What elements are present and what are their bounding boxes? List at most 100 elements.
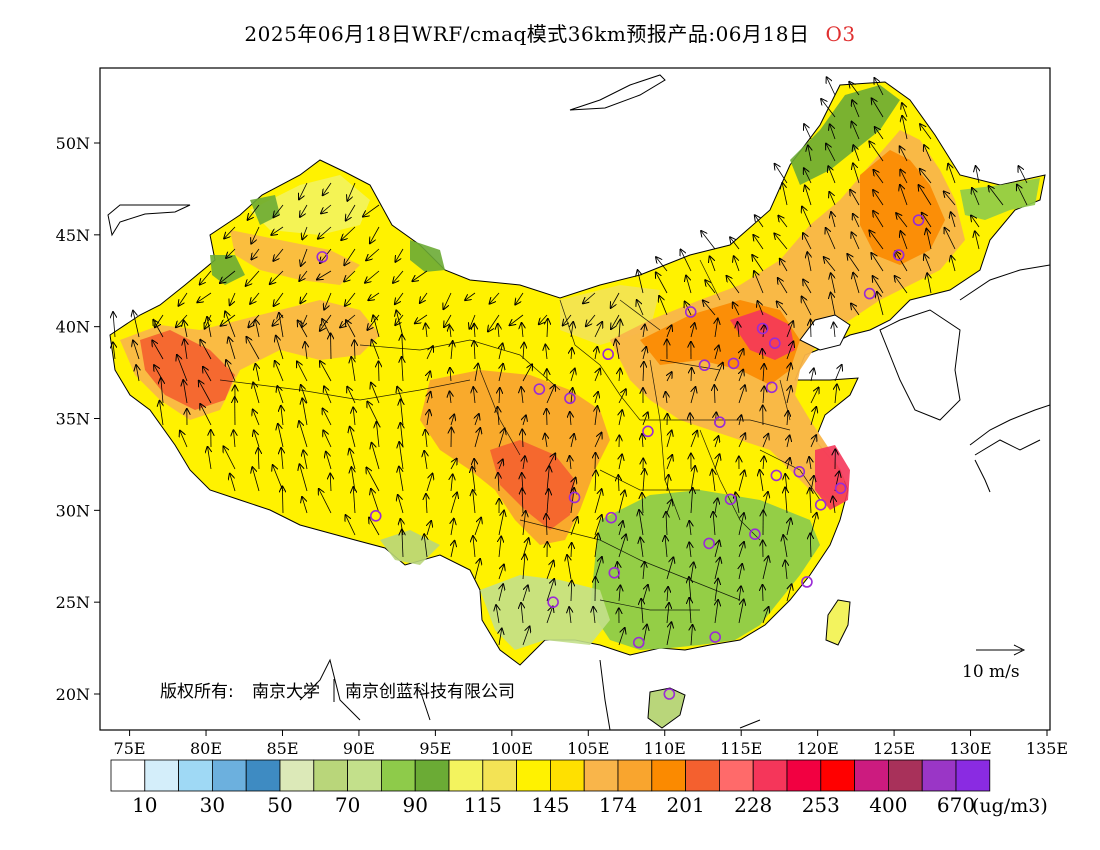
station-marker bbox=[769, 337, 781, 349]
title-text: 2025年06月18日WRF/cmaq模式36km预报产品:06月18日 bbox=[244, 22, 810, 46]
wind-arrow bbox=[802, 297, 812, 316]
wind-arrow bbox=[571, 581, 572, 602]
colorbar-swatch bbox=[786, 759, 822, 792]
wind-arrow bbox=[922, 213, 932, 228]
wind-arrow bbox=[586, 314, 596, 326]
copyright-org1: 南京大学 bbox=[252, 682, 320, 702]
wind-arrow bbox=[643, 362, 644, 382]
wind-arrow bbox=[896, 213, 908, 228]
wind-arrow bbox=[223, 446, 236, 470]
wind-arrow bbox=[777, 301, 788, 316]
colorbar-swatch bbox=[651, 759, 686, 792]
wind-arrow bbox=[715, 541, 719, 558]
wind-arrow bbox=[450, 391, 451, 404]
wind-arrow bbox=[976, 166, 979, 184]
wind-arrow bbox=[547, 466, 549, 492]
wind-arrow bbox=[522, 364, 532, 382]
wind-arrow bbox=[226, 248, 236, 258]
wind-arrow bbox=[546, 607, 553, 624]
coastline-japan bbox=[959, 264, 1050, 493]
wind-arrow bbox=[488, 314, 500, 331]
station-marker bbox=[663, 688, 676, 700]
x-tick-label: 135E bbox=[1026, 739, 1068, 758]
wind-arrow bbox=[666, 512, 667, 536]
colorbar-label: 253 bbox=[802, 793, 840, 817]
wind-arrow bbox=[398, 495, 404, 514]
wind-arrow bbox=[510, 314, 524, 325]
wind-arrow bbox=[619, 585, 620, 602]
wind-arrow bbox=[762, 349, 763, 360]
station-marker bbox=[834, 482, 847, 495]
wind-arrow bbox=[829, 192, 836, 206]
wind-arrow bbox=[637, 300, 644, 316]
wind-arrow bbox=[810, 320, 811, 338]
wind-arrow bbox=[412, 270, 428, 281]
wind-arrow bbox=[874, 78, 884, 96]
wind-arrow bbox=[593, 607, 595, 624]
wind-arrow bbox=[689, 521, 691, 536]
colorbar-label: 30 bbox=[200, 793, 225, 817]
wind-arrow bbox=[473, 490, 475, 514]
wind-arrow bbox=[1018, 166, 1028, 184]
wind-arrow bbox=[774, 233, 788, 250]
wind-arrow bbox=[618, 490, 625, 514]
wind-arrow bbox=[618, 534, 626, 558]
ozone-zone-green-altai bbox=[410, 240, 445, 272]
wind-arrow bbox=[302, 398, 308, 426]
station-marker bbox=[863, 287, 876, 300]
wind-arrow bbox=[595, 347, 597, 360]
wind-arrow bbox=[851, 304, 860, 316]
wind-arrow bbox=[426, 494, 427, 514]
wind-arrow bbox=[804, 168, 812, 184]
colorbar-label: 90 bbox=[402, 793, 427, 817]
wind-arrow bbox=[619, 454, 622, 470]
y-tick-label: 45N bbox=[56, 226, 90, 245]
x-tick-label: 80E bbox=[190, 739, 222, 758]
wind-arrow bbox=[473, 536, 475, 558]
wind-arrow bbox=[427, 521, 431, 536]
wind-arrow bbox=[254, 430, 260, 448]
wind-arrow bbox=[451, 541, 455, 558]
wind-arrow bbox=[787, 363, 791, 382]
wind-arrow bbox=[944, 191, 956, 206]
wind-arrow bbox=[475, 414, 479, 426]
colorbar-swatch bbox=[820, 759, 855, 792]
copyright-prefix: 版权所有: bbox=[160, 682, 234, 702]
wind-arrow bbox=[415, 314, 428, 323]
wind-arrow bbox=[346, 320, 356, 338]
wind-arrow bbox=[686, 276, 692, 294]
wind-arrow bbox=[450, 459, 457, 470]
wind-arrow bbox=[324, 386, 332, 404]
colorbar-unit: (ug/m3) bbox=[972, 795, 1048, 817]
wind-arrow bbox=[546, 579, 554, 602]
wind-arrow bbox=[656, 257, 668, 272]
wind-arrow bbox=[850, 190, 860, 206]
wind-arrow bbox=[739, 370, 743, 382]
wind-arrow bbox=[595, 471, 596, 492]
x-tick-label: 85E bbox=[266, 739, 298, 758]
wind-arrow bbox=[971, 216, 980, 228]
wind-arrow bbox=[395, 292, 404, 304]
wind-arrow bbox=[786, 321, 793, 338]
station-marker bbox=[814, 499, 827, 511]
wind-arrow bbox=[666, 431, 672, 448]
wind-arrow bbox=[318, 226, 332, 239]
wind-arrow bbox=[347, 387, 356, 404]
wind-arrow bbox=[546, 385, 555, 404]
wind-arrow bbox=[498, 565, 504, 580]
wind-arrow bbox=[643, 347, 646, 360]
wind-arrow bbox=[250, 292, 260, 304]
wind-arrow bbox=[618, 389, 626, 404]
colorbar-swatch bbox=[550, 759, 585, 792]
wind-arrow bbox=[523, 554, 525, 580]
colorbar-swatch bbox=[955, 759, 991, 792]
wind-arrow bbox=[810, 513, 817, 536]
wind-arrow bbox=[276, 336, 284, 360]
wind-arrow bbox=[353, 407, 355, 426]
wind-arrow bbox=[372, 340, 380, 360]
station-marker bbox=[749, 528, 761, 541]
wind-arrow bbox=[465, 292, 476, 300]
wind-arrow bbox=[810, 388, 819, 404]
wind-vector-field bbox=[113, 77, 1028, 646]
wind-arrow bbox=[184, 321, 187, 338]
